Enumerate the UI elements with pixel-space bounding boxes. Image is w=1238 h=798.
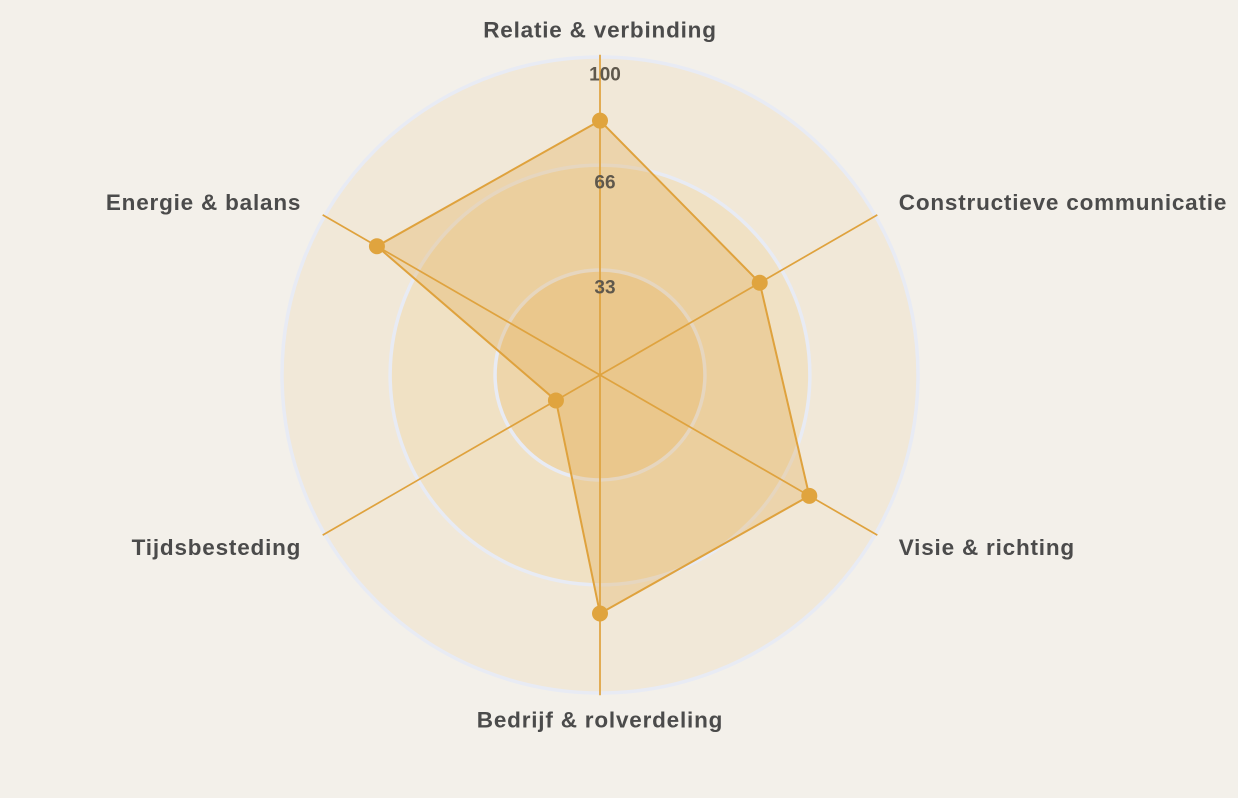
data-point-4 — [547, 392, 564, 409]
tick-label-100: 100 — [589, 65, 621, 86]
axis-line — [599, 374, 878, 536]
axis-line — [599, 214, 878, 376]
category-label-2: Visie & richting — [899, 535, 1075, 560]
data-point-2 — [801, 487, 818, 504]
tick-label-66: 66 — [594, 173, 615, 194]
category-label-5: Energie & balans — [106, 190, 301, 215]
data-point-3 — [592, 605, 608, 622]
category-label-0: Relatie & verbinding — [483, 18, 717, 43]
data-point-1 — [751, 274, 768, 291]
category-label-3: Bedrijf & rolverdeling — [477, 708, 723, 733]
category-label-4: Tijdsbesteding — [132, 535, 302, 560]
tick-label-33: 33 — [594, 278, 615, 299]
data-point-0 — [592, 112, 608, 129]
category-label-1: Constructieve communicatie — [899, 190, 1227, 215]
axis-line — [322, 214, 601, 376]
data-point-5 — [368, 238, 385, 255]
